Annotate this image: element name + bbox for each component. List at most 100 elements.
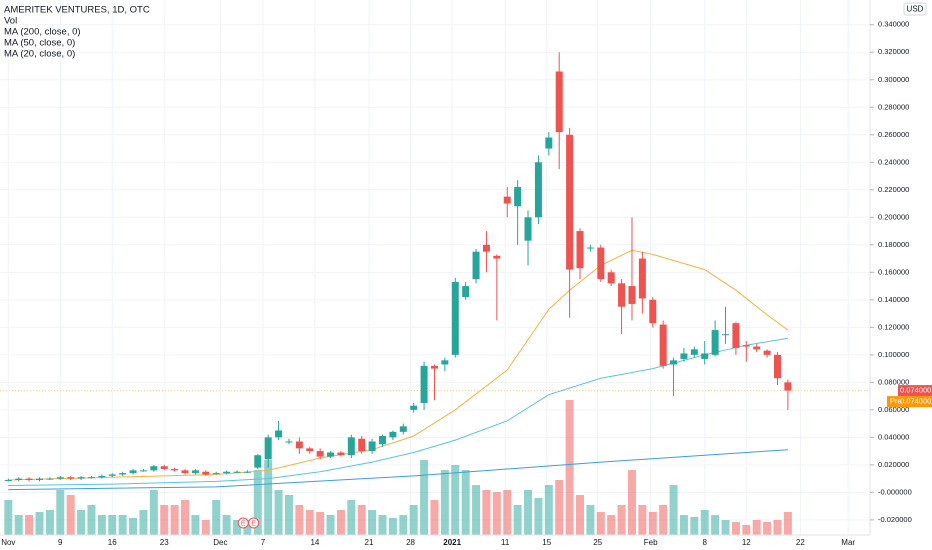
volume-bar (524, 490, 533, 535)
volume-bar (316, 512, 325, 535)
volume-bar (534, 498, 543, 535)
volume-bar (243, 520, 252, 535)
volume-bar (544, 485, 553, 535)
volume-bar (201, 520, 210, 535)
candle-body (119, 473, 127, 475)
volume-bar (492, 492, 501, 535)
volume-bar (253, 470, 262, 535)
candle-body (254, 455, 262, 468)
candle-body (243, 471, 251, 473)
volume-bar (264, 460, 273, 535)
volume-bar (399, 515, 408, 535)
volume-bar (35, 512, 44, 535)
candle-body (129, 470, 137, 474)
candle-body (576, 231, 584, 269)
volume-bar (576, 495, 584, 535)
volume-bar (596, 512, 605, 535)
candle-body (451, 281, 459, 355)
volume-bar (160, 505, 169, 535)
x-tick-label: 7 (261, 538, 266, 547)
price-label-box (898, 385, 932, 397)
volume-bar (357, 505, 366, 535)
candle-body (534, 162, 542, 218)
candle-body (462, 286, 470, 298)
volume-bar (617, 505, 626, 535)
candle-body (223, 471, 231, 474)
y-tick-label: 0.280000 (878, 102, 909, 111)
candle-body (327, 452, 335, 457)
candle-body (87, 477, 95, 479)
x-tick-label: Mar (841, 538, 855, 547)
candle-body (25, 478, 33, 480)
candle-body (56, 477, 64, 479)
candle-body (670, 360, 678, 365)
y-tick-label: 0.020000 (878, 460, 909, 469)
volume-bar (711, 515, 720, 535)
x-tick-label: 22 (796, 538, 805, 547)
volume-bar (721, 520, 730, 535)
candle-body (524, 217, 532, 241)
x-tick-label: 8 (703, 538, 708, 547)
x-tick-label: 9 (58, 538, 63, 547)
x-tick-label: 14 (310, 538, 319, 547)
volume-bar (659, 505, 668, 535)
candle-body (275, 430, 283, 438)
y-tick-label: 0.100000 (878, 350, 909, 359)
price-label-name: Pre (890, 397, 902, 406)
candle-body (649, 299, 657, 324)
x-tick-label: 28 (406, 538, 415, 547)
candle-body (545, 137, 553, 149)
candle-body (722, 334, 730, 336)
volume-bar (409, 505, 418, 535)
y-tick-label: 0.180000 (878, 240, 909, 249)
candle-body (753, 346, 761, 350)
candle-body (191, 470, 199, 474)
candle-body (160, 466, 168, 469)
x-tick-label: 2021 (443, 538, 461, 547)
x-tick-label: 11 (501, 538, 510, 547)
volume-bar (118, 515, 127, 535)
y-tick-label: 0.040000 (878, 432, 909, 441)
candle-body (358, 438, 366, 452)
chart-title: AMERITEK VENTURES, 1D, OTC (4, 5, 150, 16)
currency[interactable]: USD (907, 5, 924, 14)
volume-bar (129, 518, 138, 535)
candle-body (628, 286, 636, 304)
volume-bar (45, 510, 54, 535)
volume-bar (149, 490, 158, 535)
volume-bar (170, 505, 179, 535)
candle-body (701, 353, 709, 359)
volume-bar (648, 512, 657, 535)
volume-bar (638, 505, 647, 535)
volume-bar (368, 510, 377, 535)
volume-bar (742, 525, 751, 535)
volume-bar (274, 490, 283, 535)
candle-body (389, 431, 397, 438)
volume-bar (430, 500, 439, 535)
volume-bar (482, 490, 491, 535)
candle-body (742, 345, 750, 347)
currency-box[interactable] (903, 2, 927, 16)
candle-body (472, 251, 480, 280)
moving-average-line (8, 449, 788, 491)
candle-body (420, 365, 428, 403)
y-tick-label: 0.220000 (878, 185, 909, 194)
volume-bar (378, 515, 387, 535)
x-tick-label: 15 (542, 538, 551, 547)
y-tick-label: 0.300000 (878, 75, 909, 84)
candle-body (618, 283, 626, 307)
candle-body (108, 474, 116, 476)
candle-body (659, 324, 667, 366)
price-label: 0.074000 (900, 397, 931, 406)
candle-body (680, 353, 688, 359)
candle-body (306, 448, 314, 452)
volume-bar (388, 518, 397, 535)
candle-body (98, 475, 106, 478)
candle-body (295, 441, 303, 449)
volume-bar (440, 470, 449, 535)
candle-body (379, 435, 387, 445)
candle-body (441, 360, 449, 365)
candle-body (347, 437, 355, 456)
x-tick-label: Nov (1, 538, 15, 547)
legend-entry: Vol (4, 16, 17, 27)
